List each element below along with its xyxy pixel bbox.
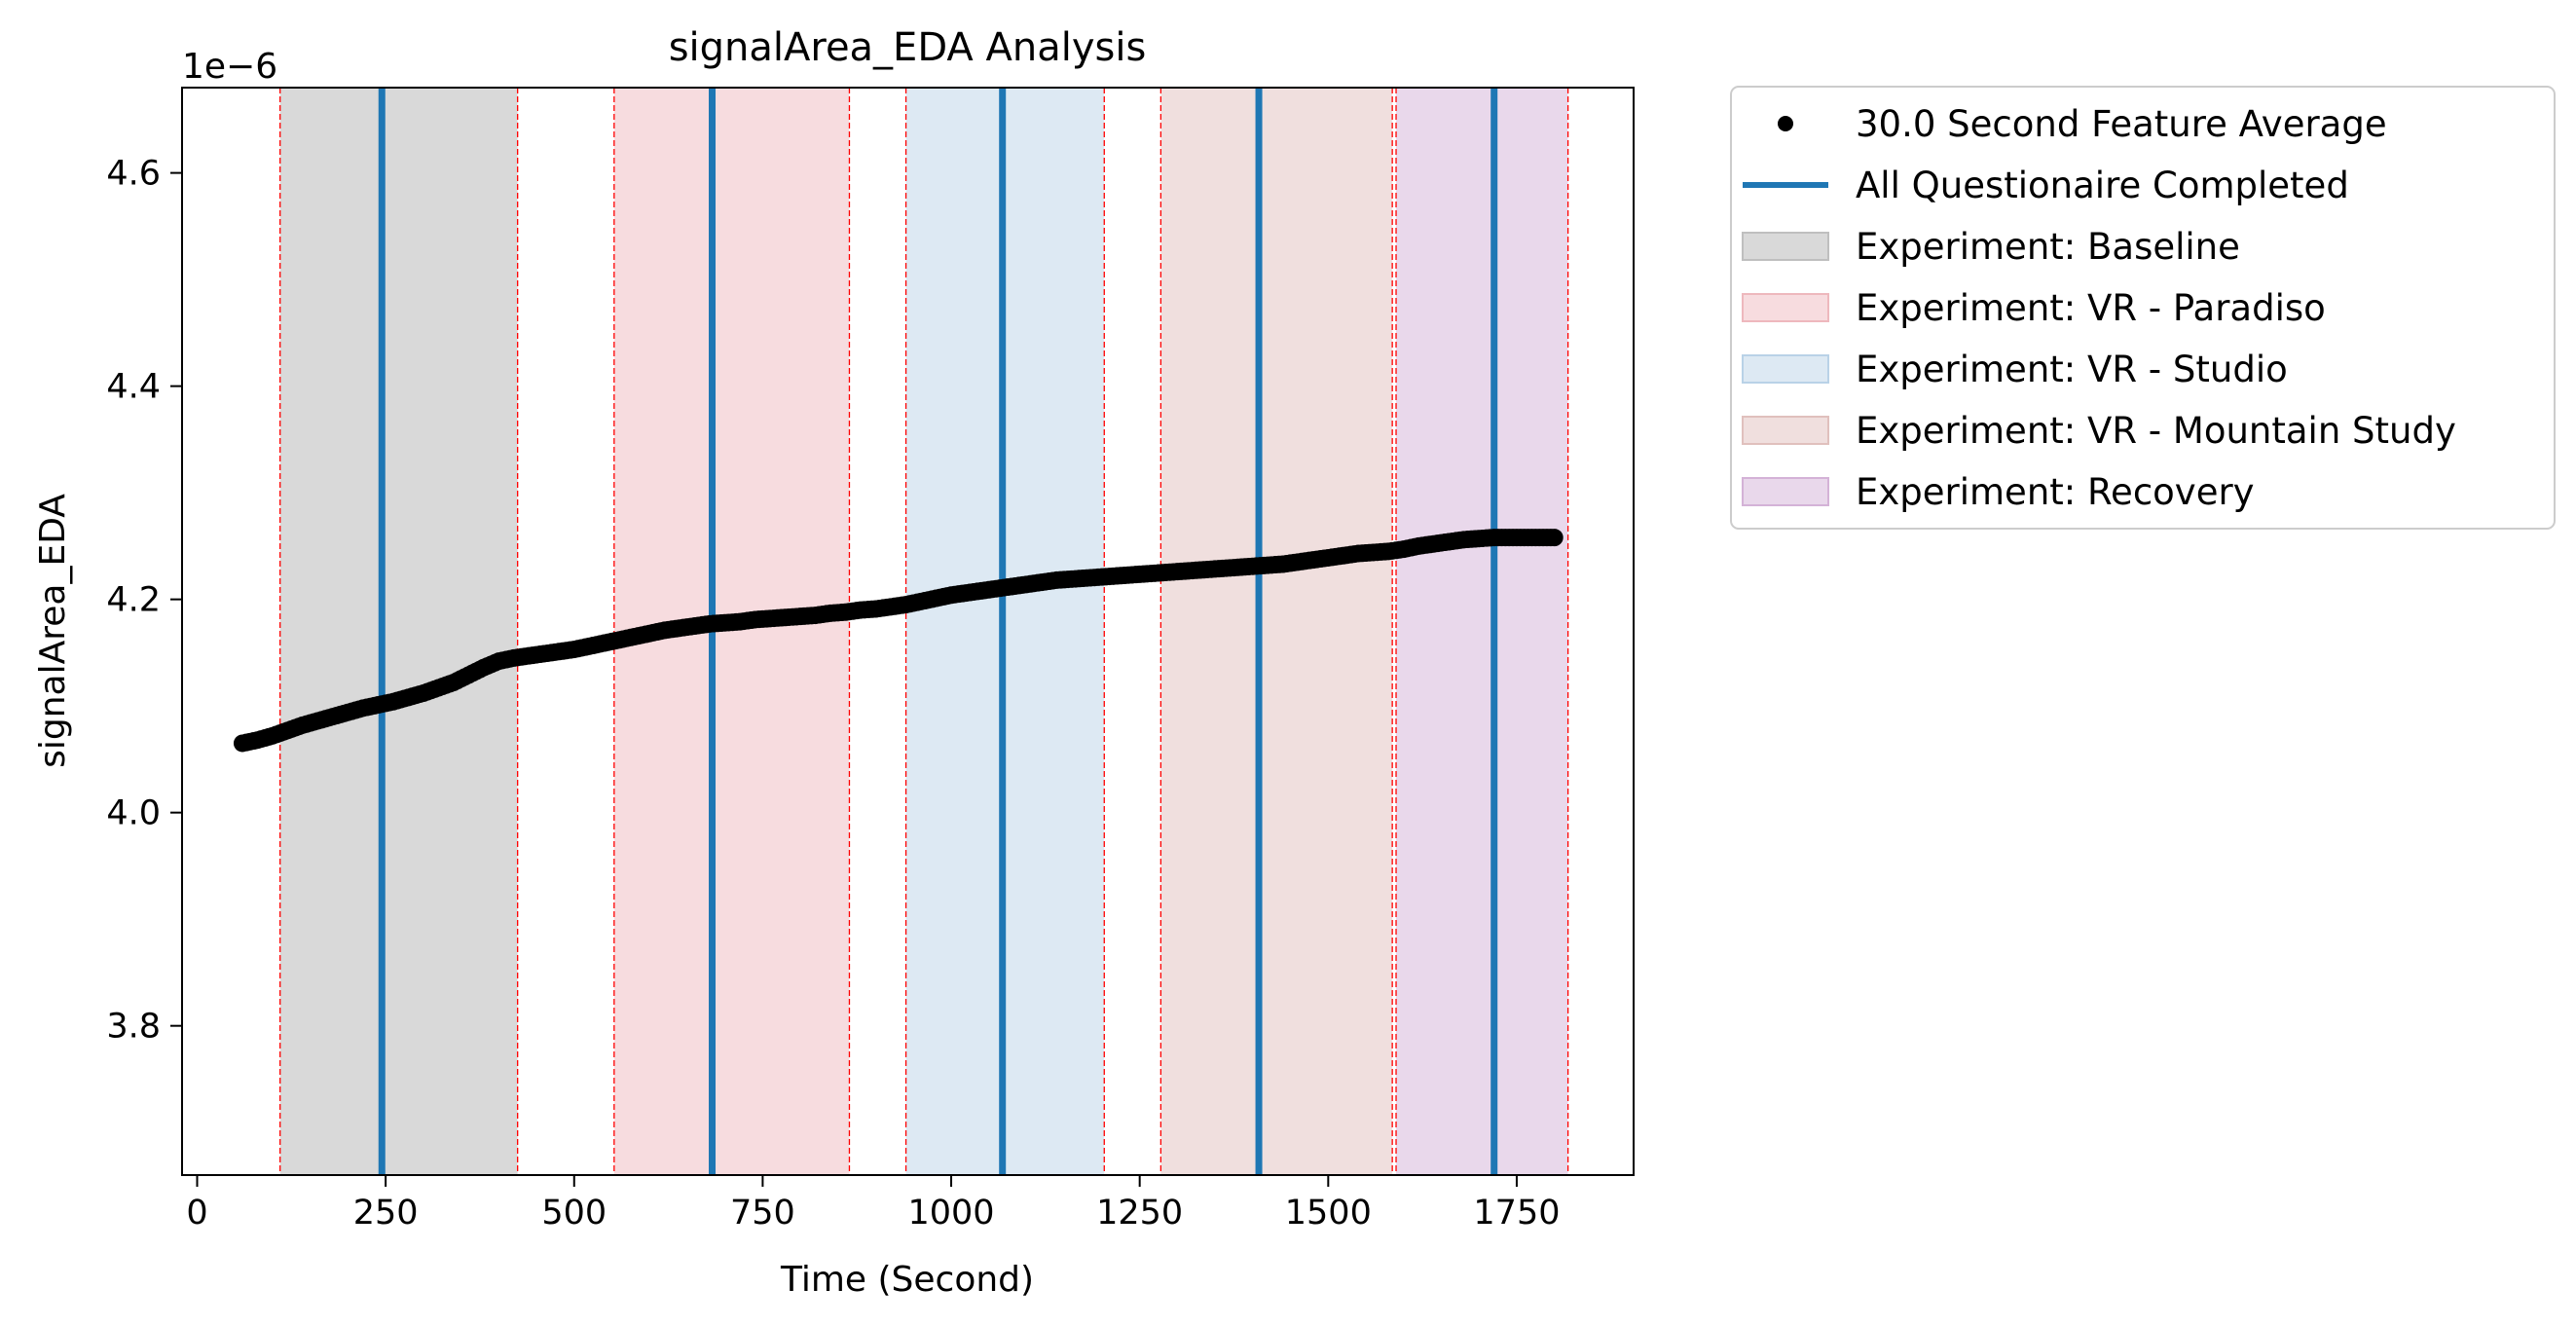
x-tick-label: 1000 [907,1194,994,1233]
legend-label-all-questionaire-completed: All Questionaire Completed [1856,165,2349,206]
y-axis-label: signalArea_EDA [33,494,73,768]
x-axis-ticks: 0 250 500 750 1000 1250 1500 1750 [186,1175,1560,1233]
legend-label-experiment-recovery: Experiment: Recovery [1856,471,2255,513]
y-tick-label: 4.6 [106,155,161,194]
legend-label-experiment-vr-mountain-study: Experiment: VR - Mountain Study [1856,410,2456,452]
y-tick-label: 4.0 [106,794,161,833]
legend-label-experiment-vr-paradiso: Experiment: VR - Paradiso [1856,287,2326,329]
x-axis-label: Time (Second) [780,1260,1034,1300]
data-point [1546,529,1564,546]
span-experiment-recovery [1396,88,1568,1175]
x-tick-label: 1500 [1285,1194,1372,1233]
chart-title: signalArea_EDA Analysis [669,25,1147,70]
span-experiment-vr-mountain-study [1160,88,1392,1175]
y-axis-ticks: 3.8 4.0 4.2 4.4 4.6 [106,155,182,1047]
legend-marker-experiment-vr-studio [1743,355,1828,383]
x-tick-label: 1750 [1473,1194,1560,1233]
legend-marker-30-0-second-feature-average [1778,116,1793,131]
experiment-spans [280,88,1568,1175]
legend-label-experiment-vr-studio: Experiment: VR - Studio [1856,349,2288,390]
y-axis-offset-label: 1e−6 [182,47,277,87]
y-tick-label: 4.4 [106,368,161,407]
legend-label-30-0-second-feature-average: 30.0 Second Feature Average [1856,103,2387,145]
span-experiment-baseline [280,88,518,1175]
legend-marker-experiment-recovery [1743,478,1828,505]
x-tick-label: 0 [186,1194,207,1233]
x-tick-label: 500 [541,1194,607,1233]
legend-marker-experiment-vr-paradiso [1743,294,1828,321]
y-tick-label: 4.2 [106,581,161,620]
x-tick-label: 250 [353,1194,419,1233]
y-tick-label: 3.8 [106,1008,161,1047]
legend-label-experiment-baseline: Experiment: Baseline [1856,226,2240,268]
x-tick-label: 1250 [1096,1194,1183,1233]
legend: 30.0 Second Feature Average All Questiona… [1731,87,2555,529]
x-tick-label: 750 [730,1194,795,1233]
legend-marker-experiment-vr-mountain-study [1743,417,1828,444]
legend-marker-experiment-baseline [1743,233,1828,260]
